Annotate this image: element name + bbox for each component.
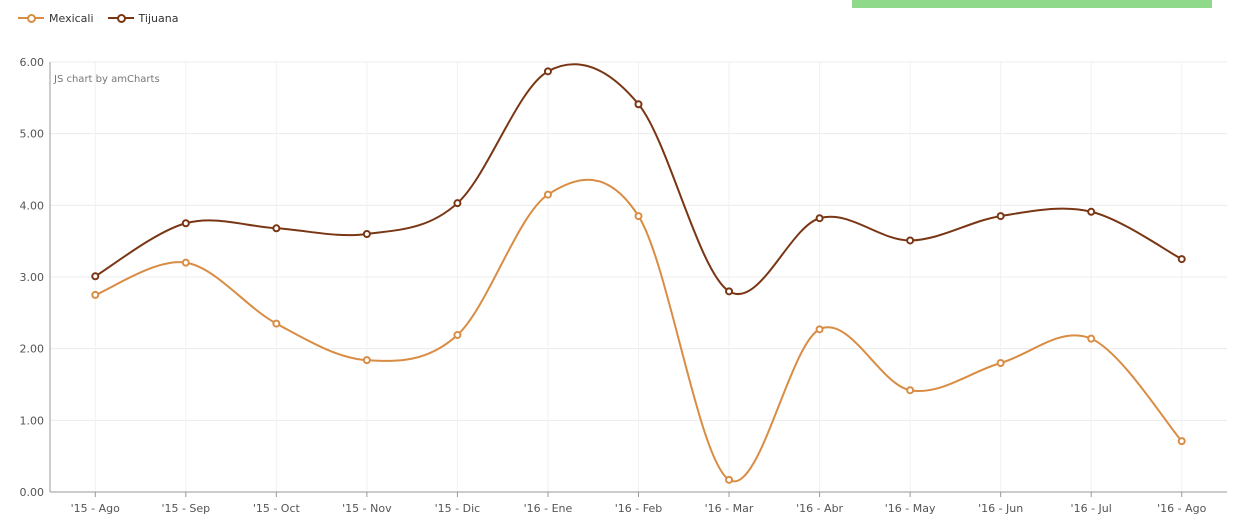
legend-label-mexicali: Mexicali — [49, 11, 94, 25]
y-tick-label: 3.00 — [20, 271, 45, 284]
axes — [49, 62, 1227, 497]
data-point-mexicali — [543, 190, 552, 199]
data-point-tijuana — [543, 67, 552, 76]
data-point-tijuana — [181, 219, 190, 228]
legend-swatch-mexicali — [18, 12, 44, 24]
x-tick-label: '15 - Dic — [435, 502, 481, 515]
x-tick-label: '16 - Abr — [796, 502, 843, 515]
chart-credit: JS chart by amCharts — [53, 74, 160, 85]
data-point-mexicali — [1087, 334, 1096, 343]
data-point-tijuana — [1177, 255, 1186, 264]
legend-item-tijuana[interactable]: Tijuana — [107, 11, 179, 25]
x-tick-label: '15 - Ago — [71, 502, 120, 515]
data-point-tijuana — [1087, 207, 1096, 216]
x-tick-label: '16 - Jul — [1071, 502, 1112, 515]
data-point-tijuana — [453, 199, 462, 208]
tick-labels: 0.00 1.00 2.00 3.00 4.00 5.00 6.00 '15 - Ago '15… — [20, 56, 1207, 515]
data-point-mexicali — [181, 258, 190, 267]
x-tick-label: '16 - Feb — [615, 502, 662, 515]
data-point-mexicali — [1177, 437, 1186, 446]
y-tick-label: 4.00 — [20, 199, 45, 212]
series-line-mexicali — [94, 178, 1183, 483]
data-point-mexicali — [91, 290, 100, 299]
data-point-tijuana — [634, 100, 643, 109]
x-tick-label: '16 - Jun — [978, 502, 1023, 515]
data-point-mexicali — [725, 475, 734, 484]
series-line-tijuana — [94, 63, 1183, 295]
x-tick-label: '16 - Ago — [1157, 502, 1206, 515]
legend-label-tijuana: Tijuana — [138, 11, 179, 25]
data-point-tijuana — [906, 236, 915, 245]
data-point-mexicali — [272, 319, 281, 328]
top-banner — [852, 0, 1212, 8]
x-tick-label: '16 - Mar — [705, 502, 754, 515]
data-point-tijuana — [272, 224, 281, 233]
data-point-mexicali — [815, 325, 824, 334]
legend-swatch-tijuana — [107, 12, 134, 24]
data-point-mexicali — [634, 212, 643, 221]
data-point-mexicali — [906, 386, 915, 395]
x-tick-label: '15 - Sep — [161, 502, 210, 515]
y-tick-label: 2.00 — [20, 343, 45, 356]
series-layer — [91, 63, 1186, 484]
x-tick-label: '15 - Oct — [253, 502, 301, 515]
y-tick-label: 6.00 — [20, 56, 45, 69]
data-point-mexicali — [996, 359, 1005, 367]
legend-item-mexicali[interactable]: Mexicali — [18, 12, 94, 25]
data-point-tijuana — [815, 214, 824, 223]
x-tick-label: '16 - May — [885, 502, 936, 515]
data-point-mexicali — [453, 331, 462, 340]
y-tick-label: 0.00 — [20, 486, 45, 499]
data-point-tijuana — [725, 287, 734, 296]
x-tick-label: '16 - Ene — [524, 502, 573, 515]
data-point-mexicali — [362, 356, 371, 365]
grid — [50, 61, 1227, 493]
legend: Mexicali Tijuana — [18, 8, 178, 28]
x-tick-label: '15 - Nov — [342, 502, 392, 515]
data-point-tijuana — [996, 212, 1005, 221]
y-tick-label: 1.00 — [20, 414, 45, 427]
data-point-tijuana — [91, 272, 100, 281]
data-point-tijuana — [362, 230, 371, 238]
y-tick-label: 5.00 — [20, 128, 45, 141]
